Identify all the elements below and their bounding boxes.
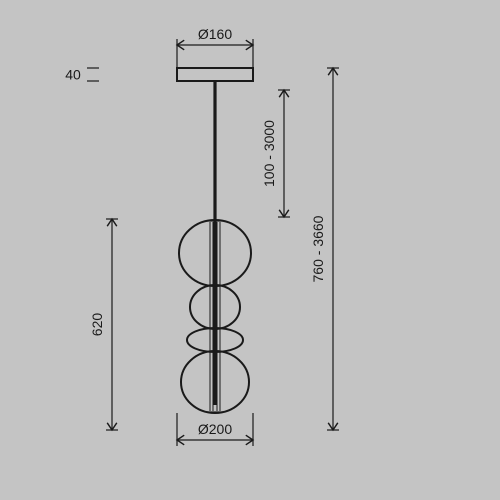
base-diameter-dim-label: Ø200: [198, 421, 232, 437]
canopy-height-label: 40: [65, 67, 81, 83]
pendant-lamp-dimension-diagram: Ø160 40 100 - 3000 760 - 3660 620 Ø200: [0, 0, 500, 500]
mount-diameter-dim-label: Ø160: [198, 26, 232, 42]
total-height-dim-label: 760 - 3660: [310, 215, 326, 282]
body-height-dim-label: 620: [89, 313, 105, 337]
drop-length-dim-label: 100 - 3000: [261, 120, 277, 187]
ceiling-canopy: [177, 68, 253, 81]
